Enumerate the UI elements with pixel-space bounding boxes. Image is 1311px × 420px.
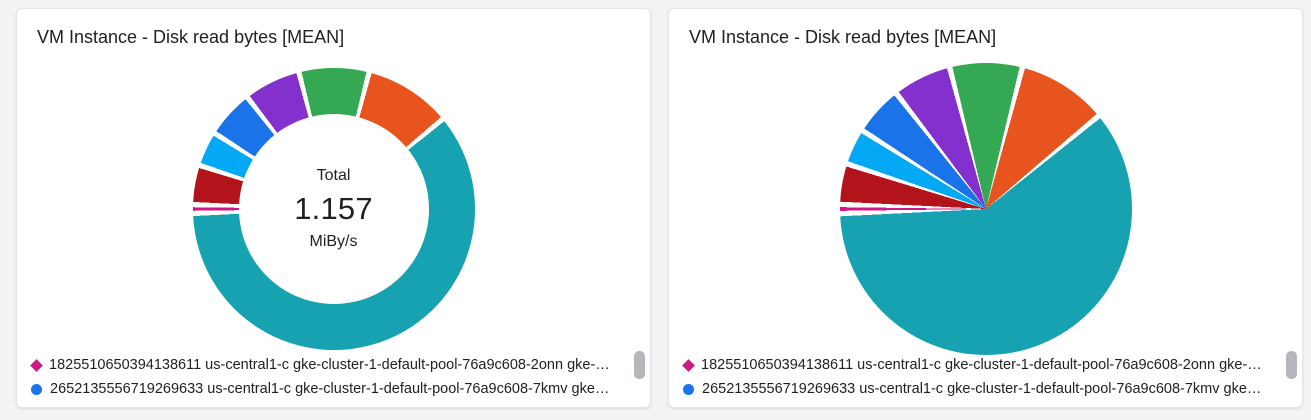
chart-card-pie: VM Instance - Disk read bytes [MEAN] 182… — [668, 8, 1303, 408]
legend-item[interactable]: 1825510650394138611 us-central1-c gke-cl… — [30, 353, 624, 377]
circle-marker-icon — [31, 383, 42, 395]
chart-legend: 1825510650394138611 us-central1-c gke-cl… — [17, 351, 650, 407]
legend-item[interactable]: 2652135556719269633 us-central1-c gke-cl… — [31, 377, 624, 401]
legend-scrollbar-thumb[interactable] — [634, 351, 645, 379]
donut-total-label: Total — [316, 167, 351, 184]
legend-item-label: 2652135556719269633 us-central1-c gke-cl… — [50, 381, 610, 397]
diamond-marker-icon — [682, 358, 695, 372]
donut-total-value: 1.157 — [294, 191, 373, 226]
legend-item[interactable]: 1825510650394138611 us-central1-c gke-cl… — [682, 353, 1276, 377]
legend-item-label: 1825510650394138611 us-central1-c gke-cl… — [49, 357, 610, 373]
card-title: VM Instance - Disk read bytes [MEAN] — [689, 27, 997, 47]
circle-marker-icon — [683, 383, 694, 395]
donut-total-unit: MiBy/s — [309, 233, 358, 250]
legend-item-label: 1825510650394138611 us-central1-c gke-cl… — [701, 357, 1262, 373]
legend-item[interactable]: 2652135556719269633 us-central1-c gke-cl… — [683, 377, 1276, 401]
legend-scrollbar-thumb[interactable] — [1286, 351, 1297, 379]
donut-chart-area: Total 1.157 MiBy/s — [17, 61, 650, 357]
chart-card-donut: VM Instance - Disk read bytes [MEAN] Tot… — [16, 8, 651, 408]
card-title: VM Instance - Disk read bytes [MEAN] — [37, 27, 345, 47]
donut-center: Total 1.157 MiBy/s — [238, 114, 429, 304]
chart-legend: 1825510650394138611 us-central1-c gke-cl… — [669, 351, 1302, 407]
legend-item-label: 2652135556719269633 us-central1-c gke-cl… — [702, 381, 1262, 397]
pie-chart[interactable] — [839, 63, 1132, 355]
donut-chart[interactable]: Total 1.157 MiBy/s — [192, 68, 475, 350]
pie-chart-area — [669, 61, 1302, 357]
diamond-marker-icon — [30, 358, 43, 372]
